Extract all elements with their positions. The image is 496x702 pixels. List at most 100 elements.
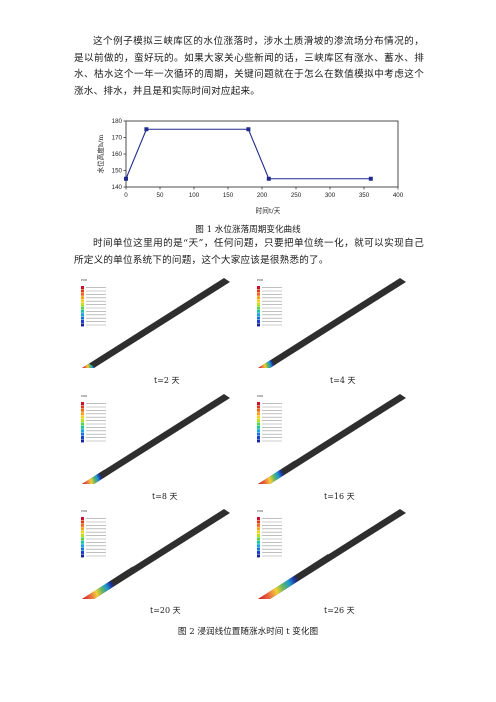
- x-tick-label: 100: [189, 192, 200, 199]
- legend-swatch: [81, 523, 84, 527]
- legend-swatch: [81, 439, 84, 443]
- legend-swatch: [257, 432, 260, 436]
- legend-swatch: [257, 408, 260, 412]
- legend-swatch: [81, 534, 84, 537]
- x-axis-label: 时间t/天: [256, 206, 281, 215]
- y-tick-label: 180: [112, 118, 123, 125]
- panel-time-label: t=20 天: [150, 606, 181, 615]
- legend-swatch: [257, 415, 260, 419]
- legend-swatch: [257, 323, 260, 327]
- legend-swatch: [257, 540, 260, 544]
- water-level-chart-svg: 0 50 100 150 200 250 300 350 400 140 150 160 170 180 时…: [96, 118, 404, 215]
- panel-time-label: t=16 天: [324, 492, 355, 501]
- saturated-zone: [82, 363, 95, 368]
- legend-swatch: [257, 419, 260, 422]
- legend-swatch: [81, 415, 84, 419]
- y-tick-label: 160: [112, 151, 123, 158]
- x-tick-label: 150: [223, 192, 234, 199]
- y-tick-label: 170: [112, 135, 123, 142]
- legend-swatch: [81, 554, 84, 558]
- legend-swatch: [257, 299, 260, 303]
- legend-swatch: [257, 537, 260, 541]
- seepage-panel-svg: POR: [257, 509, 406, 599]
- legend-swatch: [81, 405, 84, 409]
- legend-swatch: [257, 402, 260, 405]
- legend-swatch: [81, 540, 84, 544]
- legend-swatch: [257, 313, 260, 317]
- legend-swatch: [81, 306, 84, 310]
- data-point: [144, 127, 149, 132]
- legend-swatch: [257, 523, 260, 527]
- legend-swatch: [81, 309, 84, 313]
- saturated-zone: [258, 554, 334, 599]
- legend-swatch: [257, 439, 260, 443]
- saturated-zone: [82, 566, 139, 599]
- legend-swatch: [257, 309, 260, 313]
- legend-swatch: [81, 517, 84, 520]
- intro-paragraph: 这个例子模拟三峡库区的水位涨落时，涉水土质滑坡的渗流场分布情况的，是以前做的，蛮…: [74, 36, 424, 97]
- legend-swatch: [257, 436, 260, 439]
- legend-swatch: [81, 320, 84, 323]
- legend-swatch: [81, 422, 84, 426]
- data-point: [368, 176, 373, 181]
- legend-swatch: [257, 289, 260, 293]
- legend-swatch: [81, 419, 84, 422]
- legend-swatch: [257, 412, 260, 416]
- x-tick-label: 0: [124, 192, 128, 199]
- legend-swatch: [81, 402, 84, 405]
- y-tick-label: 150: [112, 168, 123, 175]
- legend-swatch: [257, 292, 260, 296]
- water-level-chart: 0 50 100 150 200 250 300 350 400 140 150 160 170 180 时…: [92, 115, 410, 221]
- data-point: [124, 176, 128, 181]
- legend-swatch: [81, 299, 84, 303]
- legend-swatch: [257, 517, 260, 520]
- legend-swatch: [257, 306, 260, 310]
- legend-swatch: [257, 554, 260, 558]
- legend-title: POR: [257, 394, 263, 398]
- figure-2-caption: 图 2 浸润线位置随涨水时间 t 变化图: [177, 627, 319, 637]
- legend-swatch: [81, 547, 84, 551]
- legend-swatch: [257, 520, 260, 524]
- slope-mesh: [82, 278, 230, 368]
- x-tick-label: 400: [393, 192, 404, 199]
- legend-swatch: [257, 316, 260, 320]
- slope-mesh: [82, 394, 230, 484]
- seepage-panel-svg: POR: [81, 278, 230, 368]
- x-tick-label: 300: [325, 192, 336, 199]
- legend-swatch: [257, 303, 260, 306]
- x-tick-label: 250: [291, 192, 302, 199]
- legend-swatch: [81, 296, 84, 300]
- legend-swatch: [81, 303, 84, 306]
- panel-time-label: t=8 天: [152, 492, 178, 501]
- legend-title: POR: [257, 509, 263, 513]
- seepage-panel-svg: POR: [257, 394, 406, 484]
- seepage-panel: POR: [76, 276, 234, 372]
- seepage-panel: POR: [252, 392, 410, 488]
- legend-swatch: [81, 292, 84, 296]
- seepage-panel: POR: [76, 507, 234, 603]
- slope-mesh: [258, 278, 406, 368]
- legend-swatch: [257, 544, 260, 548]
- x-tick-label: 350: [359, 192, 370, 199]
- legend-title: POR: [81, 394, 87, 398]
- x-tick-label: 200: [257, 192, 268, 199]
- legend-swatch: [81, 520, 84, 524]
- seepage-panel-svg: POR: [81, 509, 230, 599]
- legend-swatch: [81, 425, 84, 429]
- legend-swatch: [81, 313, 84, 317]
- legend-swatch: [81, 537, 84, 541]
- legend-swatch: [81, 412, 84, 416]
- legend-swatch: [257, 422, 260, 426]
- panel-time-label: t=4 天: [330, 376, 356, 385]
- legend-title: POR: [81, 278, 87, 282]
- water-level-line: [125, 128, 371, 180]
- legend-swatch: [257, 551, 260, 554]
- y-axis-label: 水位高度h/m: [96, 134, 105, 174]
- seepage-panel: POR: [76, 392, 234, 488]
- seepage-panel: POR: [252, 507, 410, 603]
- legend-swatch: [257, 296, 260, 300]
- legend-swatch: [257, 405, 260, 409]
- legend-swatch: [81, 289, 84, 293]
- figure-1-caption: 图 1 水位涨落周期变化曲线: [195, 225, 301, 235]
- data-point: [246, 127, 251, 132]
